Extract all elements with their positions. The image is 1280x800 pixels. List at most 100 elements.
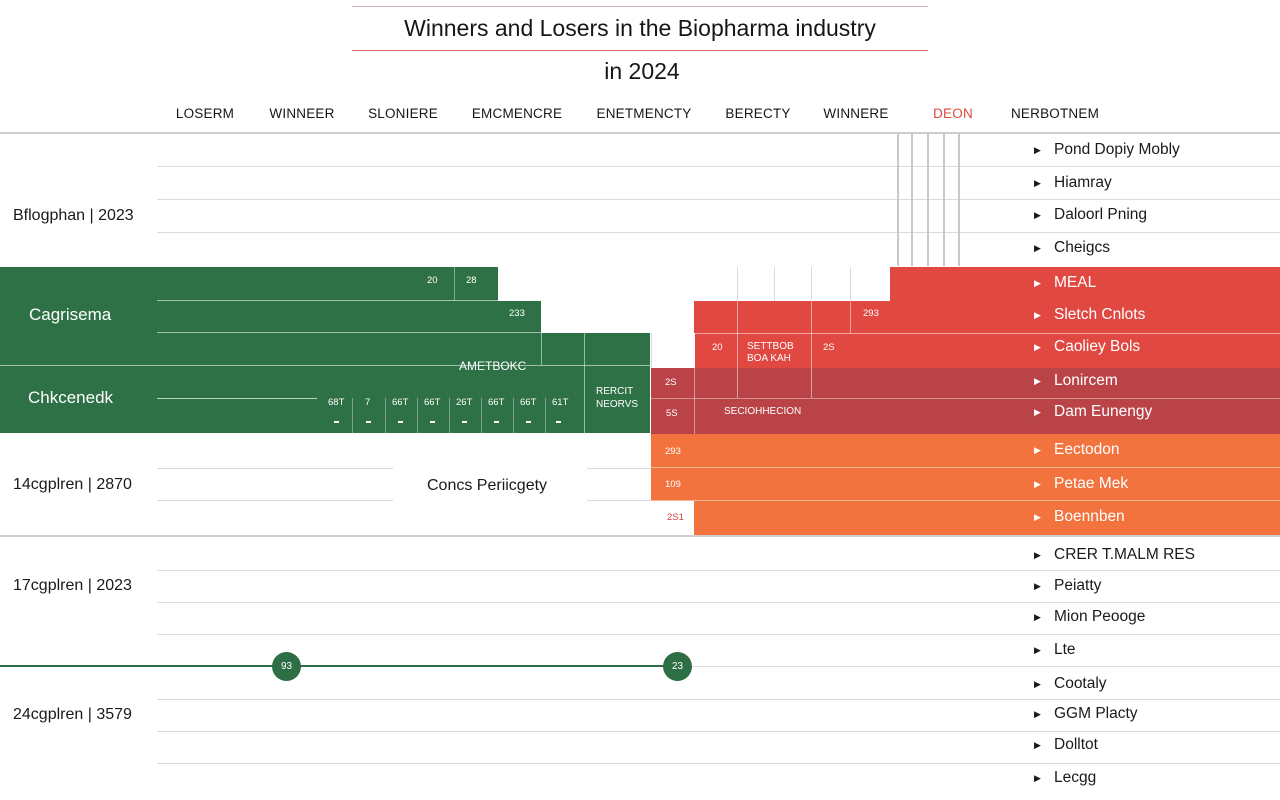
row-label-17cgplren: 17cgplren | 2023 [13,577,132,594]
grid-vline-white [811,301,812,398]
cell-value: 7 [365,397,371,408]
winner-bar [0,267,498,301]
legend-label: Boennben [1054,508,1125,525]
legend-label: Cootaly [1054,675,1107,692]
dash-mark [334,421,339,423]
legend-item: ▶ Mion Peooge [1034,608,1145,626]
grid-vline [774,267,775,301]
chevron-right-icon: ▶ [1034,549,1041,560]
chevron-right-icon: ▶ [1034,341,1041,352]
grid-line-white [694,333,1280,334]
loser-bar-dark [651,368,1280,434]
legend-item: ▶ Cootaly [1034,675,1107,693]
grid-line-white [651,467,1280,468]
cell-label-ametbokc: AMETBOKC [459,359,527,373]
grid-vline-white [737,301,738,398]
cell-value: 233 [509,308,525,319]
empty-cell [651,333,695,368]
gridline [157,763,1280,764]
legend-item: ▶ MEAL [1034,274,1096,292]
legend-label: Lte [1054,641,1076,658]
orange-bar [651,434,1280,501]
grid-line-white [651,398,1280,399]
gridline [157,468,393,469]
grid-vline [927,134,929,266]
legend-label: Dam Eunengy [1054,403,1153,420]
cell-value: 2S [823,342,835,353]
gridline [157,166,1280,167]
chevron-right-icon: ▶ [1034,406,1041,417]
legend-label: Mion Peooge [1054,608,1146,625]
chart-title: Winners and Losers in the Biopharma indu… [352,6,928,51]
legend-label: Eectodon [1054,441,1120,458]
cell-value: 61T [552,397,569,408]
chevron-right-icon: ▶ [1034,580,1041,591]
chevron-right-icon: ▶ [1034,678,1041,689]
grid-line-white [0,365,650,366]
grid-line-white [157,332,650,333]
legend-label: MEAL [1054,274,1097,291]
loser-bar [694,301,1280,368]
cell-value: 66T [520,397,537,408]
cell-label-boakah: BOA KAH [747,353,791,364]
row-label-24cgplren: 24cgplren | 3579 [13,706,132,723]
grid-vline-white [449,398,450,433]
legend-item: ▶ Caoliey Bols [1034,338,1140,356]
grid-vline-white [694,368,695,434]
gridline [157,570,1280,571]
chevron-right-icon: ▶ [1034,144,1041,155]
grid-vline-white [481,398,482,433]
column-header-winnere: WINNERE [823,106,889,121]
winner-bar [0,333,650,433]
grid-vline-white [385,398,386,433]
grid-vline-white [850,301,851,333]
legend-item: ▶ Hiamray [1034,174,1112,192]
column-header-sloniere: SLONIERE [368,106,438,121]
cell-value: 5S [666,408,678,419]
chevron-right-icon: ▶ [1034,242,1041,253]
legend-label: Lonircem [1054,372,1118,389]
cell-value: 109 [665,479,681,490]
cell-label-concs: Concs Periicgety [427,477,548,494]
chevron-right-icon: ▶ [1034,644,1041,655]
row-label-chkcenedk: Chkcenedk [28,388,114,407]
grid-vline-white [545,398,546,433]
legend-item: ▶ Pond Dopiy Mobly [1034,141,1180,159]
dash-mark [430,421,435,423]
cell-value: 293 [863,308,879,319]
legend-item: ▶ Sletch Cnlots [1034,306,1145,324]
chevron-right-icon: ▶ [1034,309,1041,320]
legend-label: Daloorl Pning [1054,206,1148,223]
grid-vline-white [417,398,418,433]
chevron-right-icon: ▶ [1034,739,1041,750]
column-header-berecty: BERECTY [725,106,791,121]
timeline-line [0,665,690,667]
grid-vline [943,134,945,266]
legend-label: Peiatty [1054,577,1102,594]
legend-item: ▶ Dam Eunengy [1034,403,1152,421]
grid-line-white [157,398,317,399]
chevron-right-icon: ▶ [1034,444,1041,455]
cell-label-settbob: SETTBOB [747,341,794,352]
gridline [157,199,1280,200]
column-header-enetmencty: ENETMENCTY [596,106,692,121]
gridline [157,602,1280,603]
cell-value: 2S1 [667,512,684,523]
cell-value: 293 [665,446,681,457]
legend-label: Hiamray [1054,174,1112,191]
grid-vline-white [454,267,455,301]
grid-vline-white [352,398,353,433]
gridline [157,500,393,501]
header-rule [0,132,1280,134]
gridline [157,634,1280,635]
legend-item: ▶ Petae Mek [1034,475,1128,493]
grid-vline [850,267,851,301]
legend-label: GGM Placty [1054,705,1138,722]
grid-vline-white [541,333,542,365]
dash-mark [494,421,499,423]
grid-vline [911,134,913,266]
chevron-right-icon: ▶ [1034,772,1041,783]
chart-title-year: in 2024 [604,58,680,84]
cell-label-rercit: RERCIT [596,386,634,397]
cell-value: 66T [488,397,505,408]
